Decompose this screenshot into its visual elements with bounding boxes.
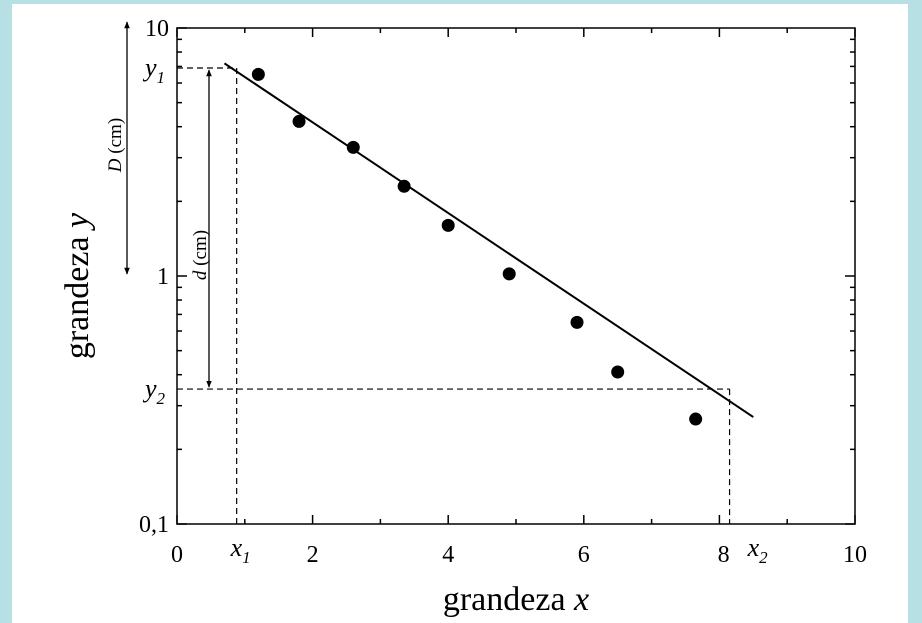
y-tick-labels: 0,1 1 10 [139, 16, 169, 538]
x-tick-label: 0 [171, 542, 183, 568]
annotation-arrows: D (cm) d (cm) [105, 21, 212, 388]
x-axis-label: grandeza x [443, 581, 589, 618]
reference-labels: y1 y2 x1 x2 8 [142, 53, 768, 568]
x-tick-label: 4 [442, 542, 454, 568]
fit-line [223, 62, 754, 418]
data-point [441, 218, 455, 232]
y-tick-label: 0,1 [139, 512, 169, 538]
x-tick-label: 8 [718, 542, 730, 568]
data-point [397, 179, 411, 193]
axis-ticks [176, 27, 856, 525]
x1-label: x1 [230, 533, 251, 567]
y1-label: y1 [142, 53, 165, 87]
y-tick-label: 10 [145, 16, 169, 42]
y-tick-label: 1 [157, 264, 169, 290]
data-point [570, 315, 584, 329]
y2-label: y2 [142, 374, 166, 408]
plot-frame [176, 27, 856, 525]
x-tick-label: 6 [578, 542, 590, 568]
data-point [346, 140, 360, 154]
x-tick-labels: 0 2 4 6 10 [171, 542, 867, 568]
data-points [251, 67, 703, 426]
data-point [502, 267, 516, 281]
data-point [292, 114, 306, 128]
x2-label: x2 [747, 533, 769, 567]
figure-panel [12, 4, 908, 623]
D-label: D (cm) [105, 118, 126, 173]
reference-lines [177, 67, 731, 524]
data-point [611, 365, 625, 379]
y-axis-label: grandeza y [59, 212, 96, 359]
x-tick-label: 10 [843, 542, 867, 568]
data-point [689, 412, 703, 426]
d-label: d (cm) [190, 230, 211, 280]
data-point [251, 67, 265, 81]
x-tick-label: 2 [307, 542, 319, 568]
